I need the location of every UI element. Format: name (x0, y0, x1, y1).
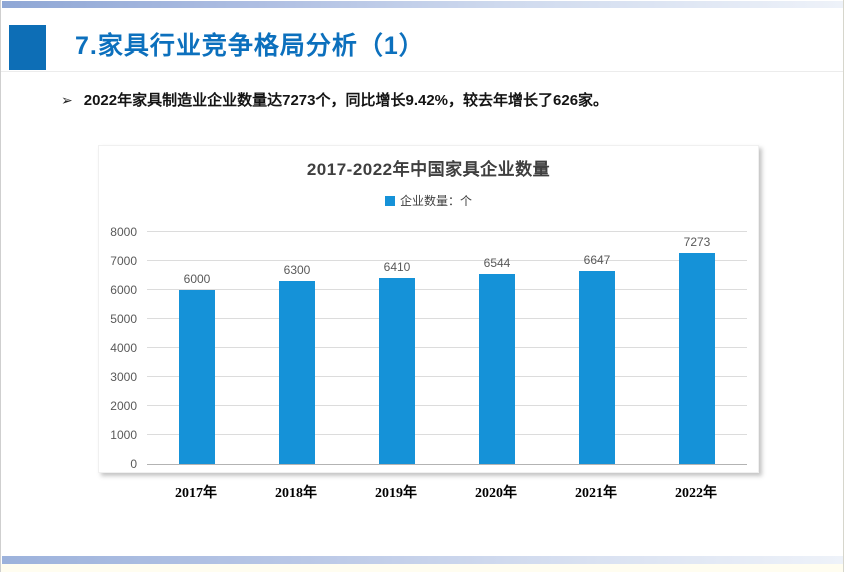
bar (579, 271, 615, 464)
bar-column: 6300 (247, 232, 347, 464)
bar (679, 253, 715, 464)
y-axis-tick-label: 2000 (110, 399, 137, 413)
y-axis-tick-label: 3000 (110, 370, 137, 384)
bar (379, 278, 415, 464)
bar-value-label: 6300 (283, 263, 311, 278)
x-axis-label: 2020年 (475, 486, 517, 501)
y-axis-tick-label: 0 (130, 457, 137, 471)
gridline (147, 347, 747, 348)
gridline (147, 434, 747, 435)
gridline (147, 231, 747, 232)
chart-legend: 企业数量：个 (99, 192, 758, 209)
x-axis-label: 2018年 (275, 486, 317, 501)
bar-column: 6410 (347, 232, 447, 464)
legend-swatch (384, 195, 395, 206)
bar (179, 290, 215, 464)
bar-value-label: 6544 (483, 256, 511, 271)
bar (279, 281, 315, 464)
x-axis-label: 2019年 (375, 486, 417, 501)
plot-wrap: 0 1000 2000 3000 4000 5000 6000 7000 8000 6000 63… (99, 225, 758, 471)
bar-value-label: 6410 (383, 260, 411, 275)
y-axis-tick-label: 1000 (110, 428, 137, 442)
gridline (147, 289, 747, 290)
chart-plot: 6000 6300 6410 6544 6647 7273 (147, 231, 747, 465)
x-axis-label: 2022年 (675, 486, 717, 501)
bar-column: 6647 (547, 232, 647, 464)
bar-column: 6000 (147, 232, 247, 464)
bar-value-label: 6647 (583, 253, 611, 268)
x-axis: 2017年 2018年 2019年 2020年 2021年 2022年 (146, 482, 746, 502)
chart-card: 2017-2022年中国家具企业数量 企业数量：个 0 1000 2000 3000 4… (98, 145, 759, 473)
top-accent-bar (2, 1, 843, 8)
page-title: 7.家具行业竞争格局分析（1） (75, 32, 425, 60)
bullet-item: ➢ 2022年家具制造业企业数量达7273个，同比增长9.42%，较去年增长了6… (61, 90, 801, 111)
gridline (147, 376, 747, 377)
y-axis-tick-label: 7000 (110, 254, 137, 268)
y-axis: 0 1000 2000 3000 4000 5000 6000 7000 8000 (99, 225, 145, 471)
bullet-arrow-icon: ➢ (61, 92, 73, 108)
gridline (147, 405, 747, 406)
gridline (147, 260, 747, 261)
bar-column: 6544 (447, 232, 547, 464)
bottom-accent-bar (2, 556, 843, 564)
bar-value-label: 6000 (183, 272, 211, 286)
title-accent-square (9, 25, 46, 70)
gridline (147, 318, 747, 319)
bullet-text: 2022年家具制造业企业数量达7273个，同比增长9.42%，较去年增长了626… (83, 92, 609, 109)
bar (479, 274, 515, 464)
y-axis-tick-label: 4000 (110, 341, 137, 355)
bar-value-label: 7273 (683, 235, 711, 250)
legend-label: 企业数量：个 (399, 194, 472, 208)
x-axis-label: 2021年 (575, 486, 617, 501)
chart-title: 2017-2022年中国家具企业数量 (306, 160, 551, 179)
x-axis-label: 2017年 (175, 486, 217, 501)
y-axis-tick-label: 8000 (110, 225, 137, 239)
header-divider (1, 71, 843, 72)
bottom-strip (1, 564, 843, 572)
y-axis-tick-label: 6000 (110, 283, 137, 297)
bar-column: 7273 (647, 232, 747, 464)
y-axis-tick-label: 5000 (110, 312, 137, 326)
